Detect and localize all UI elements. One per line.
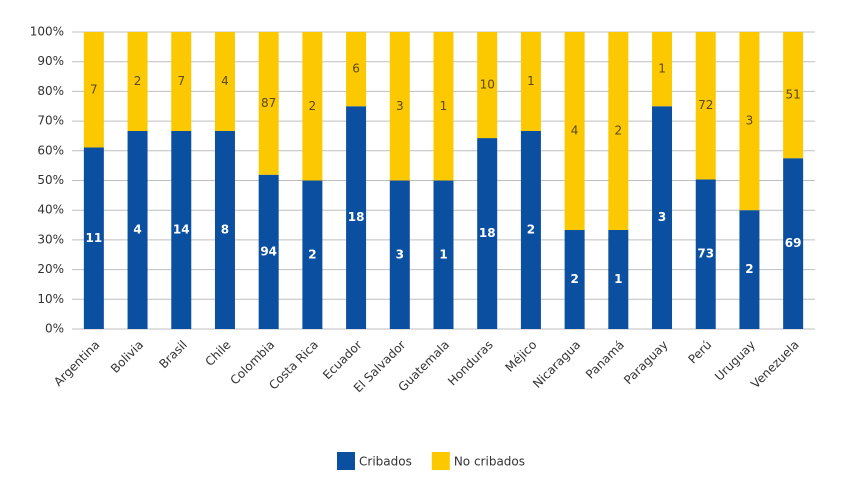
bar-segment [652,106,673,329]
data-label: 73 [697,247,714,261]
bar-segment [564,230,585,329]
data-label: 3 [396,99,404,113]
x-tick-label: Venezuela [748,338,801,391]
x-tick-label: Nicaragua [530,338,583,391]
data-label: 4 [221,74,229,88]
data-label: 3 [396,247,404,261]
y-tick-label: 40% [37,203,64,217]
data-label: 6 [352,62,360,76]
bar-segment [83,147,104,329]
data-label: 51 [786,88,801,102]
data-label: 2 [745,262,753,276]
y-tick-label: 20% [37,262,64,276]
data-label: 1 [614,272,622,286]
bar-segment [214,32,235,131]
legend-swatch [337,452,355,470]
bar-segment [171,32,192,131]
bar-segment [258,174,279,329]
bar-segment [652,32,673,107]
bar-segment [171,131,192,329]
y-tick-label: 10% [37,292,64,306]
data-label: 11 [86,231,103,245]
y-tick-label: 80% [37,84,64,98]
x-tick-label: Ecuador [320,338,365,383]
legend-swatch [431,452,450,470]
bar-segment [783,32,804,159]
data-label: 2 [615,124,623,138]
data-label: 8 [221,223,229,237]
data-label: 3 [658,210,666,224]
bar-segment [127,32,148,131]
bar-segment [695,32,716,180]
bar-segment [520,131,541,329]
data-label: 1 [440,99,448,113]
y-tick-label: 30% [37,232,64,246]
data-label: 2 [308,247,316,261]
legend-label: No cribados [454,455,525,469]
data-label: 18 [479,226,496,240]
data-label: 7 [177,74,185,88]
bar-segment [783,158,804,329]
data-label: 1 [527,74,535,88]
y-tick-label: 70% [37,114,64,128]
data-label: 69 [785,236,802,250]
data-label: 4 [133,223,141,237]
bar-segment [608,32,629,230]
data-label: 4 [571,124,579,138]
data-label: 2 [134,74,142,88]
bar-segment [346,32,367,107]
y-tick-label: 90% [37,54,64,68]
x-tick-label: Perú [686,338,715,367]
y-tick-label: 100% [30,25,64,39]
data-label: 94 [260,244,277,258]
bar-segment [389,180,410,329]
x-tick-label: Honduras [445,338,496,389]
data-label: 14 [173,223,190,237]
bar-segment [346,106,367,329]
x-tick-label: Méjico [502,338,539,375]
x-tick-label: Uruguay [712,338,758,384]
data-label: 72 [698,98,713,112]
bar-segment [739,210,760,329]
legend-label: Cribados [359,455,412,469]
data-label: 2 [527,223,535,237]
bar-segment [302,180,323,329]
data-label: 1 [439,247,447,261]
data-label: 3 [746,114,754,128]
x-tick-label: Paraguay [621,338,671,388]
bar-segment [389,32,410,181]
bar-segment [520,32,541,131]
x-tick-label: Chile [202,338,233,369]
bar-segment [433,32,454,181]
bar-segment [433,180,454,329]
bar-segment [127,131,148,329]
bar-segment [739,32,760,211]
data-label: 18 [348,210,365,224]
bar-segment [477,138,498,329]
x-tick-label: Argentina [51,338,102,389]
bar-segment [214,131,235,329]
data-label: 2 [570,272,578,286]
bar-segment [258,32,279,175]
x-tick-label: Panamá [583,338,627,382]
data-label: 1 [658,62,666,76]
x-tick-label: Brasil [156,338,190,372]
data-label: 10 [480,78,495,92]
data-label: 2 [309,99,317,113]
y-tick-label: 50% [37,173,64,187]
y-tick-label: 60% [37,143,64,157]
bar-segment [695,179,716,329]
y-tick-label: 0% [45,322,64,336]
bar-segment [564,32,585,230]
bar-segment [83,32,104,148]
x-tick-label: Bolivia [108,338,146,376]
data-label: 87 [261,96,276,110]
bar-segment [608,230,629,329]
bar-segment [477,32,498,139]
data-label: 7 [90,82,98,96]
bar-segment [302,32,323,181]
